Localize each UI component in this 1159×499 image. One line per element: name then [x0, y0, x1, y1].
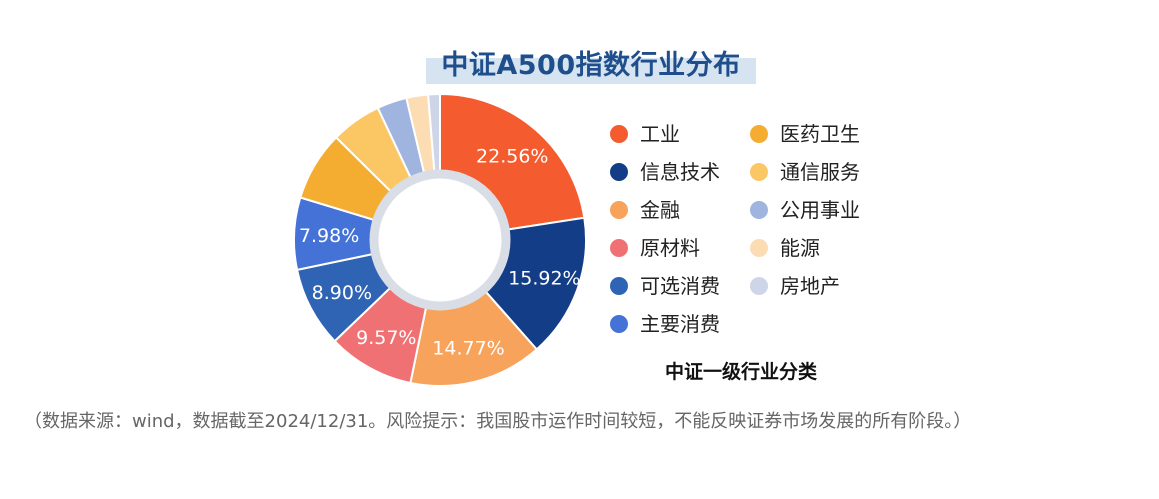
legend-label: 信息技术 — [640, 160, 720, 184]
legend-swatch — [610, 314, 628, 333]
legend-swatch — [610, 238, 628, 257]
legend-title: 中证一级行业分类 — [665, 361, 818, 383]
legend-item-原材料: 原材料 — [610, 234, 700, 262]
chart-title: 中证A500指数行业分布 — [441, 50, 741, 81]
legend-swatch — [750, 124, 768, 143]
legend-label: 原材料 — [640, 236, 700, 260]
legend-item-金融: 金融 — [610, 196, 680, 224]
legend-item-公用事业: 公用事业 — [750, 196, 860, 224]
legend-label: 医药卫生 — [780, 122, 860, 146]
legend-swatch — [610, 276, 628, 295]
legend-item-工业: 工业 — [610, 120, 680, 148]
data-label-金融: 14.77% — [432, 337, 504, 359]
legend-label: 能源 — [780, 236, 820, 260]
legend-label: 金融 — [640, 198, 680, 222]
legend-item-可选消费: 可选消费 — [610, 272, 720, 300]
legend-swatch — [610, 124, 628, 143]
legend-item-信息技术: 信息技术 — [610, 158, 720, 186]
legend-item-医药卫生: 医药卫生 — [750, 120, 860, 148]
legend-label: 通信服务 — [780, 160, 860, 184]
data-label-工业: 22.56% — [476, 146, 548, 168]
data-label-信息技术: 15.92% — [508, 268, 580, 290]
legend-item-主要消费: 主要消费 — [610, 310, 720, 338]
legend-label: 公用事业 — [780, 198, 860, 222]
legend-item-通信服务: 通信服务 — [750, 158, 860, 186]
legend-swatch — [750, 200, 768, 219]
data-label-原材料: 9.57% — [356, 327, 416, 349]
legend-swatch — [750, 162, 768, 181]
legend-swatch — [610, 162, 628, 181]
title-highlight — [426, 58, 756, 84]
legend-item-能源: 能源 — [750, 234, 820, 262]
legend-label: 工业 — [640, 122, 680, 146]
legend-swatch — [610, 200, 628, 219]
chart-title-block: 中证A500指数行业分布 — [426, 46, 756, 86]
source-note: （数据来源：wind，数据截至2024/12/31。风险提示：我国股市运作时间较… — [24, 411, 972, 432]
donut-inner-ring — [369, 169, 511, 311]
legend-swatch — [750, 238, 768, 257]
legend-label: 可选消费 — [640, 274, 720, 298]
legend: 工业 医药卫生信息技术 通信服务金融 公用事业原材料 能源可选消费 房地产主要消费 — [610, 120, 910, 350]
legend-label: 房地产 — [780, 274, 840, 298]
data-label-主要消费: 7.98% — [299, 225, 359, 247]
legend-item-房地产: 房地产 — [750, 272, 840, 300]
legend-label: 主要消费 — [640, 312, 720, 336]
data-label-可选消费: 8.90% — [312, 282, 372, 304]
legend-swatch — [750, 276, 768, 295]
